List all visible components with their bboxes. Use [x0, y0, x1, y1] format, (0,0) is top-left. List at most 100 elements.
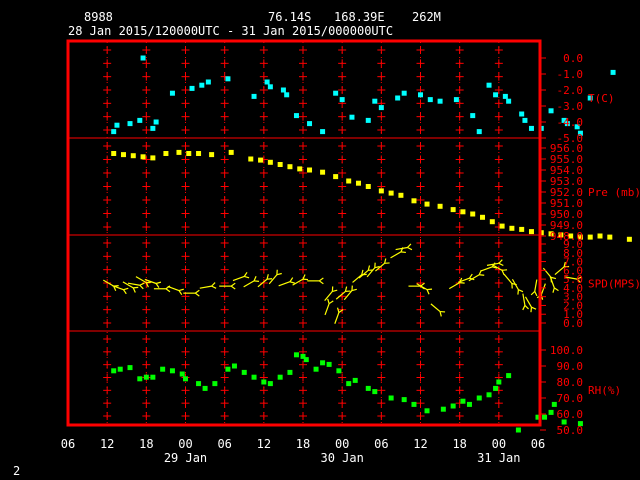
label-layer: 06 12 18 00 06 12 18 00 06 12 18 00 06 29 Jan 30 Jan 31…	[61, 52, 640, 465]
wind-arrow-head	[302, 278, 309, 281]
pres-point	[258, 157, 264, 163]
temp-point	[169, 90, 175, 96]
rh-point	[225, 366, 231, 372]
pres-point	[130, 153, 136, 159]
wind-arrow-shaft	[468, 274, 480, 282]
temp-point	[150, 125, 156, 131]
temp-point	[127, 121, 133, 127]
pres-point	[163, 151, 169, 156]
wind-arrow-head	[243, 271, 248, 277]
temp-point	[333, 90, 339, 96]
x-tick-label: 18	[296, 437, 310, 451]
wind-arrow-shaft	[395, 246, 408, 251]
rh-point	[160, 366, 166, 372]
y-tick-label: 8.0	[563, 247, 583, 260]
rh-point	[183, 376, 188, 382]
panel-label-wind: SPD(MPS)	[588, 278, 640, 291]
temp-point	[189, 85, 195, 91]
wind-arrow-shaft	[522, 293, 526, 306]
rh-point	[440, 406, 446, 412]
pres-point	[577, 234, 583, 240]
rh-point	[577, 421, 583, 427]
wind-arrow-head	[361, 269, 364, 275]
station-id: 8988	[84, 10, 113, 24]
wind-arrow-shaft	[554, 266, 565, 275]
rh-point	[212, 381, 218, 387]
temp-point	[502, 93, 508, 99]
x-tick-label: 06	[217, 437, 231, 451]
y-tick-label: 3.0	[563, 291, 583, 304]
wind-arrow-head	[336, 307, 340, 313]
temp-point	[486, 82, 492, 88]
y-tick-label: 1.0	[563, 308, 583, 321]
wind-arrow-head	[563, 261, 566, 267]
wind-arrow-shaft	[167, 285, 180, 292]
rh-point	[117, 366, 123, 372]
wind-arrow-shaft	[542, 267, 552, 278]
y-tick-label: 953.0	[550, 175, 583, 188]
y-tick-label: -2.0	[557, 84, 584, 97]
wind-arrow-shaft	[324, 291, 333, 301]
rh-point	[372, 389, 378, 395]
wind-arrow-shaft	[232, 275, 245, 282]
y-tick-label: -4.0	[557, 116, 584, 129]
pres-point	[519, 226, 525, 232]
temp-point	[401, 90, 407, 96]
plot-frame	[66, 39, 542, 427]
rh-point	[267, 381, 273, 387]
wind-arrow-head	[253, 276, 257, 282]
wind-arrow-head	[374, 265, 380, 269]
pres-point	[120, 152, 126, 158]
rh-point	[476, 395, 482, 401]
wind-arrow-head	[230, 285, 236, 290]
wind-arrow-head	[328, 300, 334, 305]
x-tick-label: 06	[374, 437, 388, 451]
wind-arrow-head	[338, 309, 344, 313]
wind-arrow-shaft	[390, 251, 402, 259]
rh-point	[388, 395, 394, 401]
rh-point	[561, 419, 567, 425]
x-tick-label: 06	[531, 437, 545, 451]
wind-arrow-head	[139, 282, 145, 286]
wind-arrow-shaft	[524, 296, 532, 308]
x-tick-label: 12	[100, 437, 114, 451]
pres-point	[470, 211, 476, 217]
wind-arrow-shaft	[257, 278, 268, 288]
wind-arrow-head	[530, 307, 533, 313]
y-tick-label: 60.0	[557, 408, 584, 421]
y-tick-label: -1.0	[557, 68, 584, 81]
pres-point	[333, 174, 339, 180]
temp-point	[574, 124, 580, 130]
pres-point	[509, 225, 515, 231]
rh-point	[326, 361, 332, 367]
temp-point	[284, 92, 290, 98]
rh-point	[401, 397, 407, 403]
rh-point	[169, 368, 175, 374]
pres-point	[460, 209, 466, 215]
wind-arrow-head	[132, 287, 136, 293]
wind-arrow-shaft	[375, 262, 385, 272]
wind-arrow-shaft	[127, 282, 140, 286]
pres-point	[320, 169, 326, 175]
wind-arrow-shaft	[278, 281, 291, 287]
temp-point	[251, 93, 257, 99]
rh-point	[303, 357, 309, 363]
temp-point	[140, 55, 146, 61]
data-layer	[103, 55, 632, 433]
pres-point	[398, 192, 404, 198]
pres-point	[607, 234, 613, 240]
wind-arrow-head	[518, 289, 524, 293]
wind-arrow-shaft	[335, 290, 346, 300]
temp-point	[339, 97, 345, 103]
wind-arrow-shaft	[416, 283, 428, 291]
y-tick-label: 50.0	[557, 424, 584, 437]
pres-point	[307, 167, 313, 173]
wind-arrow-head	[522, 305, 526, 311]
wind-arrow-head	[400, 251, 406, 254]
wind-arrow-head	[302, 274, 306, 280]
temp-point	[395, 95, 401, 101]
wind-arrow-head	[155, 283, 160, 288]
wind-arrow-shaft	[334, 312, 340, 324]
rh-point	[493, 385, 499, 391]
